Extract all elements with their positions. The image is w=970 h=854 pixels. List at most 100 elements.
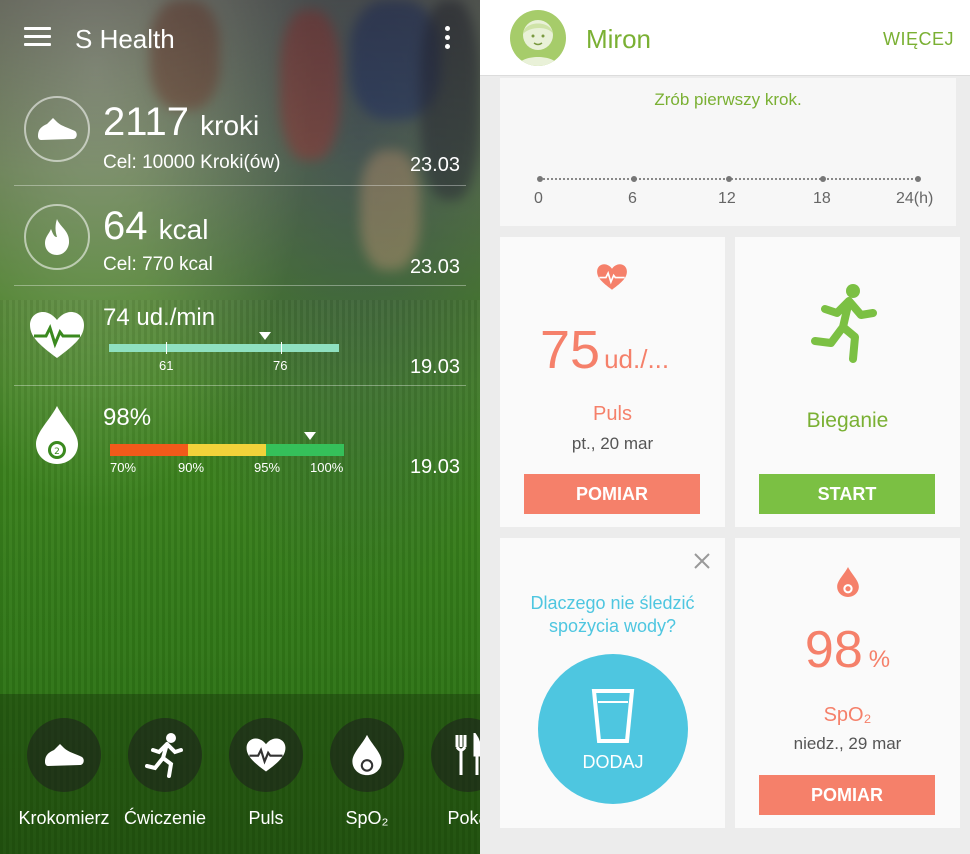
heart-pulse-icon: [596, 263, 628, 296]
nav-label: Ćwiczenie: [123, 808, 207, 828]
steps-goal: Cel: 10000 Kroki(ów): [103, 152, 281, 173]
axis-dot: [726, 176, 732, 182]
nav-item-food[interactable]: Poka: [418, 718, 480, 829]
pulse-value: 75 ud./...: [540, 320, 670, 380]
heart-rate-value: 74 ud./min: [103, 304, 216, 331]
nav-label: Krokomierz: [18, 808, 110, 828]
background-image: [150, 0, 220, 110]
svg-text:2: 2: [54, 447, 60, 457]
close-icon[interactable]: [693, 552, 711, 570]
axis-label: 6: [628, 190, 637, 207]
user-name[interactable]: Miron: [586, 24, 652, 54]
more-link[interactable]: WIĘCEJ: [882, 29, 954, 49]
app-title: S Health: [75, 24, 175, 54]
steps-message: Zrób pierwszy krok.: [654, 90, 802, 109]
axis-dot: [537, 176, 543, 182]
shoe-icon: [24, 96, 90, 162]
spo2-value: 98%: [103, 404, 152, 431]
heart-rate-range-bar: 61 76: [109, 332, 339, 373]
tick-label: 61: [159, 358, 174, 373]
steps-timeline-card[interactable]: Zrób pierwszy krok. 0 6 12 18 24(h): [500, 78, 956, 226]
axis-dot: [915, 176, 921, 182]
axis-label: 0: [534, 190, 543, 207]
heart-pulse-icon: [28, 310, 86, 365]
nav-item-exercise[interactable]: Ćwiczenie: [115, 718, 215, 829]
nav-item-pulse[interactable]: Puls: [216, 718, 316, 829]
nav-label: SpO₂: [345, 808, 389, 828]
value-marker: [259, 332, 271, 340]
running-card[interactable]: Bieganie START: [735, 237, 960, 527]
pulse-title: Puls: [593, 403, 632, 425]
tick: [281, 342, 282, 354]
overflow-menu-icon[interactable]: [443, 26, 451, 50]
background-image: [280, 10, 340, 160]
cards-panel: Miron WIĘCEJ Zrób pierwszy krok. 0 6 12 …: [480, 0, 970, 854]
flame-icon: [24, 204, 90, 270]
nav-item-pedometer[interactable]: Krokomierz: [14, 718, 114, 829]
shoe-icon: [27, 718, 101, 792]
divider: [14, 185, 466, 186]
profile-header: Miron WIĘCEJ: [480, 0, 970, 76]
measure-spo2-button[interactable]: POMIAR: [759, 775, 935, 815]
heart-rate-date: 19.03: [409, 356, 460, 378]
axis-label: 24(h): [896, 190, 934, 207]
spo2-card-value: 98%: [804, 621, 891, 679]
shortcut-bar: Krokomierz Ćwiczenie Puls SpO₂ Poka: [0, 694, 480, 854]
runner-icon: [128, 718, 202, 792]
spo2-card[interactable]: 98% SpO₂ niedz., 29 mar POMIAR: [735, 538, 960, 828]
steps-value: 2117 kroki: [103, 100, 260, 144]
add-water-label: DODAJ: [582, 752, 644, 772]
tick-label: 90%: [178, 460, 205, 475]
background-image: [360, 150, 420, 270]
spo2-range-green: [266, 444, 344, 456]
value-marker: [304, 432, 316, 440]
background-image: [420, 0, 480, 200]
steps-widget[interactable]: 2117 kroki Cel: 10000 Kroki(ów) 23.03: [14, 90, 466, 186]
axis-label: 12: [718, 190, 736, 207]
calories-goal: Cel: 770 kcal: [103, 254, 213, 275]
water-question: Dlaczego nie śledzić spożycia wody?: [530, 593, 695, 636]
glass-icon: [591, 688, 635, 749]
nav-label: Puls: [248, 808, 284, 828]
axis-label: 18: [813, 190, 831, 207]
nav-item-spo2[interactable]: SpO₂: [317, 718, 417, 829]
avatar[interactable]: [510, 10, 566, 66]
nav-label: Poka: [447, 808, 480, 828]
measure-pulse-button[interactable]: POMIAR: [524, 474, 700, 514]
axis-dot: [820, 176, 826, 182]
menu-icon[interactable]: [24, 27, 51, 47]
tick: [166, 342, 167, 354]
runner-icon: [811, 283, 877, 368]
running-title: Bieganie: [806, 409, 889, 432]
calories-date: 23.03: [409, 256, 460, 278]
dashboard-panel: S Health 2117 kroki Cel: 10000 Kroki(ów)…: [0, 0, 480, 854]
fork-knife-icon: [431, 718, 480, 792]
steps-date: 23.03: [409, 154, 460, 176]
spo2-drop-icon: [330, 718, 404, 792]
tick-label: 70%: [110, 460, 137, 475]
add-water-button[interactable]: DODAJ: [538, 654, 688, 804]
spo2-drop-icon: [836, 566, 860, 603]
axis-dot: [631, 176, 637, 182]
heart-rate-widget[interactable]: 74 ud./min 61 76 19.03: [14, 286, 466, 386]
spo2-widget[interactable]: 2 98% 70% 90% 95% 100% 19.03: [14, 386, 466, 486]
divider: [14, 285, 466, 286]
pulse-date: pt., 20 mar: [571, 434, 654, 453]
pulse-card[interactable]: 75 ud./... Puls pt., 20 mar POMIAR: [500, 237, 725, 527]
spo2-date: 19.03: [409, 456, 460, 478]
tick-label: 95%: [254, 460, 281, 475]
spo2-card-title: SpO₂: [823, 704, 872, 726]
spo2-range-yellow: [188, 444, 266, 456]
tick-label: 76: [273, 358, 288, 373]
spo2-card-date: niedz., 29 mar: [793, 734, 902, 753]
calories-widget[interactable]: 64 kcal Cel: 770 kcal 23.03: [14, 186, 466, 286]
water-card[interactable]: Dlaczego nie śledzić spożycia wody? DODA…: [500, 538, 725, 828]
heart-pulse-icon: [229, 718, 303, 792]
spo2-drop-icon: 2: [34, 404, 80, 471]
tick-label: 100%: [310, 460, 344, 475]
calories-value: 64 kcal: [103, 204, 209, 248]
divider: [14, 385, 466, 386]
start-running-button[interactable]: START: [759, 474, 935, 514]
spo2-range-red: [110, 444, 188, 456]
app-bar: S Health: [0, 0, 480, 78]
